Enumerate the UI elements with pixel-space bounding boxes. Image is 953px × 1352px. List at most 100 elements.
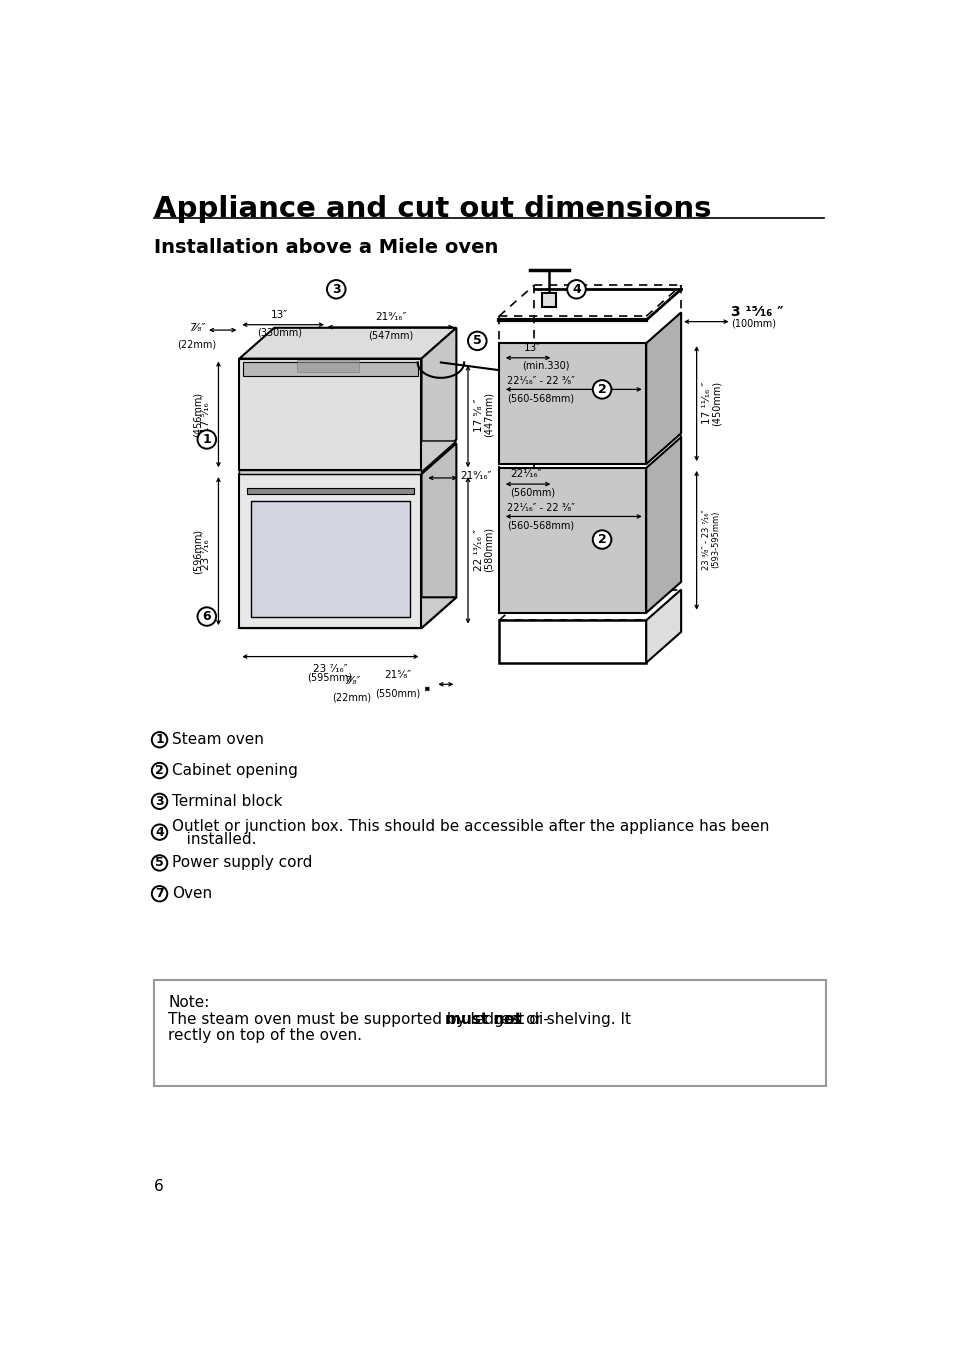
Circle shape <box>152 794 167 808</box>
Text: 17 ¹¹⁄₁₆ ″: 17 ¹¹⁄₁₆ ″ <box>701 383 711 425</box>
Polygon shape <box>239 327 456 358</box>
Text: 6: 6 <box>154 1179 164 1194</box>
Circle shape <box>592 380 611 399</box>
Text: 22¹⁄₁₆″: 22¹⁄₁₆″ <box>510 469 541 480</box>
Text: Cabinet opening: Cabinet opening <box>172 763 297 777</box>
Text: (547mm): (547mm) <box>368 330 413 341</box>
Circle shape <box>567 280 585 299</box>
Text: Note:: Note: <box>168 995 210 1010</box>
Polygon shape <box>239 443 456 475</box>
Text: (330mm): (330mm) <box>257 327 302 338</box>
Text: (22mm): (22mm) <box>332 692 371 703</box>
Text: Terminal block: Terminal block <box>172 794 282 808</box>
Text: 21⁹⁄₁₆″: 21⁹⁄₁₆″ <box>375 312 406 322</box>
Text: 21⁵⁄₈″: 21⁵⁄₈″ <box>384 671 412 680</box>
Text: 5: 5 <box>155 856 164 869</box>
Circle shape <box>152 731 167 748</box>
Text: 22¹⁄₁₆″ - 22 ³⁄₈″: 22¹⁄₁₆″ - 22 ³⁄₈″ <box>506 376 574 385</box>
Text: rest di-: rest di- <box>489 1013 548 1028</box>
Text: 23 ⁷⁄₁₆″: 23 ⁷⁄₁₆″ <box>313 664 347 675</box>
Text: 2: 2 <box>598 383 606 396</box>
Text: appliance has been installed.: appliance has been installed. <box>172 833 411 848</box>
Polygon shape <box>645 437 680 612</box>
Polygon shape <box>645 589 680 662</box>
Text: 6: 6 <box>202 610 211 623</box>
Text: (min.330): (min.330) <box>521 361 569 370</box>
Polygon shape <box>251 502 410 617</box>
Polygon shape <box>541 293 555 307</box>
Text: 4: 4 <box>572 283 580 296</box>
Text: (550mm): (550mm) <box>375 688 420 698</box>
Text: (450mm): (450mm) <box>711 381 720 426</box>
Text: 7⁄₈″: 7⁄₈″ <box>343 676 359 685</box>
Text: 17 ⁵⁄₁₆ ″: 17 ⁵⁄₁₆ ″ <box>200 395 211 433</box>
Circle shape <box>197 607 216 626</box>
Polygon shape <box>239 441 456 472</box>
Text: (593-595mm): (593-595mm) <box>711 511 720 568</box>
FancyBboxPatch shape <box>154 980 825 1086</box>
Polygon shape <box>239 475 421 629</box>
Polygon shape <box>170 818 823 853</box>
Text: Power supply cord: Power supply cord <box>172 856 312 871</box>
Text: (580mm): (580mm) <box>483 527 493 572</box>
Polygon shape <box>297 360 359 372</box>
Text: 23 ⁷⁄₁₆ ″: 23 ⁷⁄₁₆ ″ <box>200 533 211 571</box>
Circle shape <box>468 331 486 350</box>
Text: must not: must not <box>444 1013 521 1028</box>
Text: 1: 1 <box>202 433 211 446</box>
Circle shape <box>152 825 167 840</box>
Text: (560mm): (560mm) <box>510 487 556 498</box>
Text: 1: 1 <box>155 733 164 746</box>
Polygon shape <box>239 358 421 470</box>
Text: 7: 7 <box>155 887 164 900</box>
Polygon shape <box>247 488 414 493</box>
Circle shape <box>327 280 345 299</box>
Polygon shape <box>645 312 680 464</box>
Text: 17 ⁵⁄₈ ″: 17 ⁵⁄₈ ″ <box>474 397 484 431</box>
Polygon shape <box>421 327 456 470</box>
Text: (100mm): (100mm) <box>731 319 776 329</box>
Circle shape <box>152 763 167 779</box>
Text: Outlet or junction box. This should be accessible after the: Outlet or junction box. This should be a… <box>172 818 615 833</box>
Text: 2: 2 <box>155 764 164 777</box>
Text: 23 ³⁄₈″ - 23 ⁷⁄₁₆″: 23 ³⁄₈″ - 23 ⁷⁄₁₆″ <box>701 510 710 569</box>
Text: 22¹⁄₁₆″ - 22 ³⁄₈″: 22¹⁄₁₆″ - 22 ³⁄₈″ <box>506 503 574 512</box>
Text: installed.: installed. <box>172 833 256 848</box>
Circle shape <box>592 530 611 549</box>
Text: Steam oven: Steam oven <box>172 733 264 748</box>
Text: 13″: 13″ <box>523 343 540 353</box>
Text: (560-568mm): (560-568mm) <box>506 521 574 530</box>
Text: Installation above a Miele oven: Installation above a Miele oven <box>154 238 498 257</box>
Text: 13″: 13″ <box>271 310 288 320</box>
Text: Oven: Oven <box>172 887 212 902</box>
Circle shape <box>152 886 167 902</box>
Circle shape <box>197 430 216 449</box>
Polygon shape <box>421 443 456 629</box>
Text: 23 ⁷⁄₁₆″: 23 ⁷⁄₁₆″ <box>310 477 344 487</box>
Text: 3 ¹⁵⁄₁₆ ″: 3 ¹⁵⁄₁₆ ″ <box>731 306 783 319</box>
Text: 7⁄₈″: 7⁄₈″ <box>189 323 205 333</box>
Polygon shape <box>498 621 645 662</box>
Text: 3: 3 <box>155 795 164 808</box>
Text: The steam oven must be supported by ledges or shelving. It: The steam oven must be supported by ledg… <box>168 1013 636 1028</box>
Text: (595mm): (595mm) <box>307 673 353 683</box>
Text: (456mm): (456mm) <box>193 392 203 437</box>
Text: (596mm): (596mm) <box>193 529 203 573</box>
Text: 5: 5 <box>473 334 481 347</box>
Text: (22mm): (22mm) <box>177 339 216 349</box>
Polygon shape <box>239 470 421 475</box>
Polygon shape <box>498 343 645 464</box>
Text: (447mm): (447mm) <box>483 392 493 437</box>
Text: rectly on top of the oven.: rectly on top of the oven. <box>168 1028 362 1042</box>
Circle shape <box>152 856 167 871</box>
Text: (560-568mm): (560-568mm) <box>506 393 574 403</box>
Text: Appliance and cut out dimensions: Appliance and cut out dimensions <box>154 195 711 223</box>
Circle shape <box>253 510 265 523</box>
Text: 4: 4 <box>155 826 164 838</box>
Text: 3: 3 <box>332 283 340 296</box>
Polygon shape <box>239 598 456 629</box>
Text: Outlet or junction box. This should be accessible after the appliance has been: Outlet or junction box. This should be a… <box>172 819 768 834</box>
Text: 2: 2 <box>598 533 606 546</box>
Polygon shape <box>498 468 645 612</box>
Text: 22 ¹³⁄₁₆ ″: 22 ¹³⁄₁₆ ″ <box>474 529 484 571</box>
